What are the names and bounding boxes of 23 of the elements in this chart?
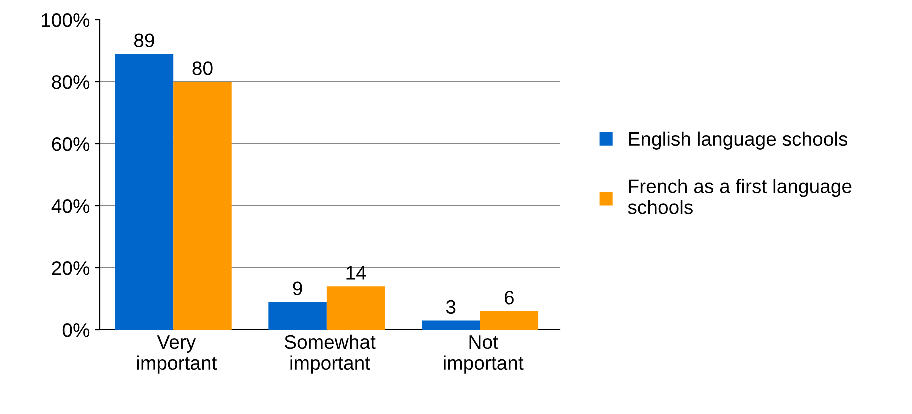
y-tick-label: 60% bbox=[52, 137, 90, 152]
data-label: 89 bbox=[134, 34, 154, 48]
bar bbox=[268, 302, 327, 330]
y-tick-label: 20% bbox=[52, 261, 90, 276]
bar bbox=[326, 286, 386, 330]
bar bbox=[115, 54, 174, 330]
legend-label: English language schools bbox=[629, 132, 848, 150]
x-tick-label: Somewhat important bbox=[284, 334, 376, 374]
data-label: 9 bbox=[293, 282, 302, 296]
data-label: 14 bbox=[346, 266, 366, 280]
legend-label: French as a first language schools bbox=[628, 179, 852, 214]
bar bbox=[422, 320, 480, 330]
y-tick-label: 40% bbox=[52, 199, 90, 214]
data-label: 3 bbox=[446, 300, 456, 314]
x-tick-label: Not important bbox=[444, 336, 524, 374]
bar bbox=[174, 82, 232, 330]
y-tick-label: 80% bbox=[52, 75, 90, 90]
y-tick-label: 100% bbox=[42, 13, 90, 28]
y-tick-label: 0% bbox=[62, 323, 90, 338]
data-label: 6 bbox=[504, 291, 514, 305]
data-label: 80 bbox=[192, 62, 213, 76]
bar bbox=[480, 311, 539, 330]
x-tick-label: Very important bbox=[137, 336, 218, 374]
